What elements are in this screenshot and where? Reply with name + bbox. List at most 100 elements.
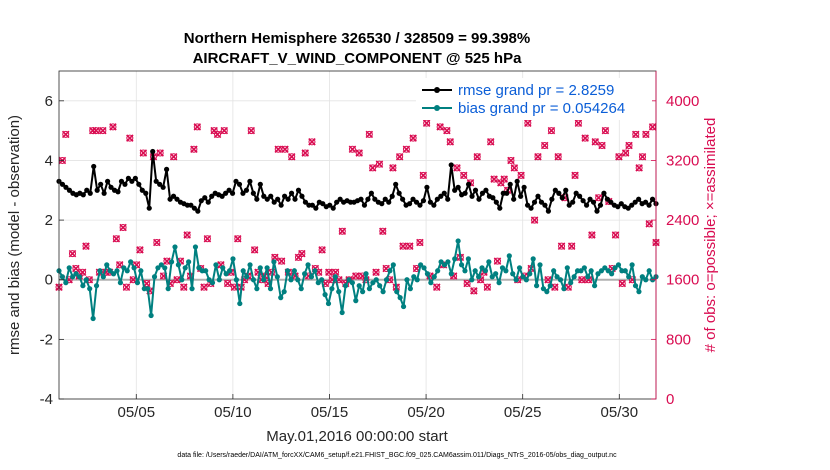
rmse-point [254,196,260,202]
left-y-axis-label: rmse and bias (model - observation) [6,115,23,355]
footer-data-file: data file: /Users/raeder/DAI/ATM_forcXX/… [177,452,617,459]
bias-point [377,283,383,289]
rmse-point [597,202,604,208]
bias-point [158,262,164,268]
obs-assimilated-point [399,242,407,250]
bias-point [452,256,458,262]
rmse-point [250,190,256,196]
rmse-point [400,196,406,202]
bias-point [554,274,560,280]
chart-subtitle: AIRCRAFT_V_WIND_COMPONENT @ 525 hPa [193,50,523,67]
obs-assimilated-point [173,275,181,284]
rmse-point [132,175,138,181]
obs-assimilated-point [574,119,583,127]
right-y-tick-label: 2400 [666,212,699,229]
rmse-point [420,198,427,204]
rmse-point [275,196,281,202]
plot-frame [58,70,657,400]
obs-possible-point [79,268,87,276]
obs-possible-point [635,164,643,172]
rmse-point [455,184,461,190]
legend-rmse-marker [434,87,440,93]
bias-point [59,274,66,280]
bias-point [506,253,512,259]
obs-assimilated-point [642,130,650,139]
obs-assimilated-point [463,279,471,288]
rmse-point [583,202,590,208]
obs-possible-point [423,119,431,127]
rmse-point [521,184,527,190]
bias-point [305,262,311,268]
obs-assimilated-point [169,152,178,161]
obs-possible-point [490,175,498,183]
obs-possible-point [483,283,491,291]
bias-point [267,286,274,292]
rmse-point [410,196,416,202]
obs-assimilated-point [446,138,455,146]
bias-point [605,268,611,274]
rmse-point [59,181,66,187]
bias-point [353,298,359,304]
obs-possible-point [487,138,495,146]
obs-possible-point [247,127,255,135]
rmse-point [257,181,263,187]
obs-possible-point [251,246,259,254]
bias-point [458,262,465,268]
rmse-point [295,187,302,193]
rmse-point [424,184,430,190]
obs-assimilated-point [416,238,424,247]
bias-point [342,283,349,289]
bias-point [602,265,608,271]
bias-point [298,286,304,292]
x-tick-label: 05/30 [601,404,639,421]
bias-point [469,277,475,283]
rmse-point [174,196,180,202]
x-tick-label: 05/15 [311,404,349,421]
obs-possible-point [112,235,120,243]
bias-point [568,280,574,286]
rmse-point [542,202,548,208]
bias-point [315,280,321,286]
bias-point [240,268,246,274]
right-y-tick-label: 1600 [666,272,699,289]
bias-point [448,271,454,277]
obs-assimilated-point [122,283,131,291]
obs-possible-point [119,224,127,232]
obs-possible-point [402,145,410,153]
rmse-point [372,196,378,202]
rmse-point [514,178,520,184]
rmse-point [125,175,132,181]
obs-assimilated-point [200,283,208,291]
legend-rmse-label: rmse grand pr = 2.8259 [458,82,614,99]
obs-possible-point [170,153,178,161]
rmse-point [320,201,326,207]
bias-point [530,256,536,262]
obs-possible-point [578,276,586,284]
x-tick-label: 05/10 [214,404,252,421]
rmse-point [198,198,204,204]
obs-possible-point [554,153,562,161]
rmse-point [448,162,454,168]
obs-assimilated-point [338,227,347,236]
obs-possible-point [473,153,481,161]
rmse-point [625,205,631,211]
obs-assimilated-point [571,171,579,180]
rmse-point [334,199,340,205]
bias-point [107,268,113,274]
obs-possible-point [82,242,90,250]
rmse-point [483,187,489,193]
obs-assimilated-point [274,145,283,154]
rmse-point [167,196,173,202]
obs-possible-point [116,261,124,269]
rmse-point [282,193,288,199]
obs-possible-point [470,287,478,295]
rmse-point [223,190,229,196]
left-y-tick-label: -4 [40,391,53,408]
rmse-point [559,195,565,201]
obs-possible-point [325,268,333,276]
bias-point [175,262,181,268]
bias-point [520,274,526,280]
obs-assimilated-point [588,231,596,239]
obs-possible-point [180,283,188,291]
obs-assimilated-point [598,141,606,150]
